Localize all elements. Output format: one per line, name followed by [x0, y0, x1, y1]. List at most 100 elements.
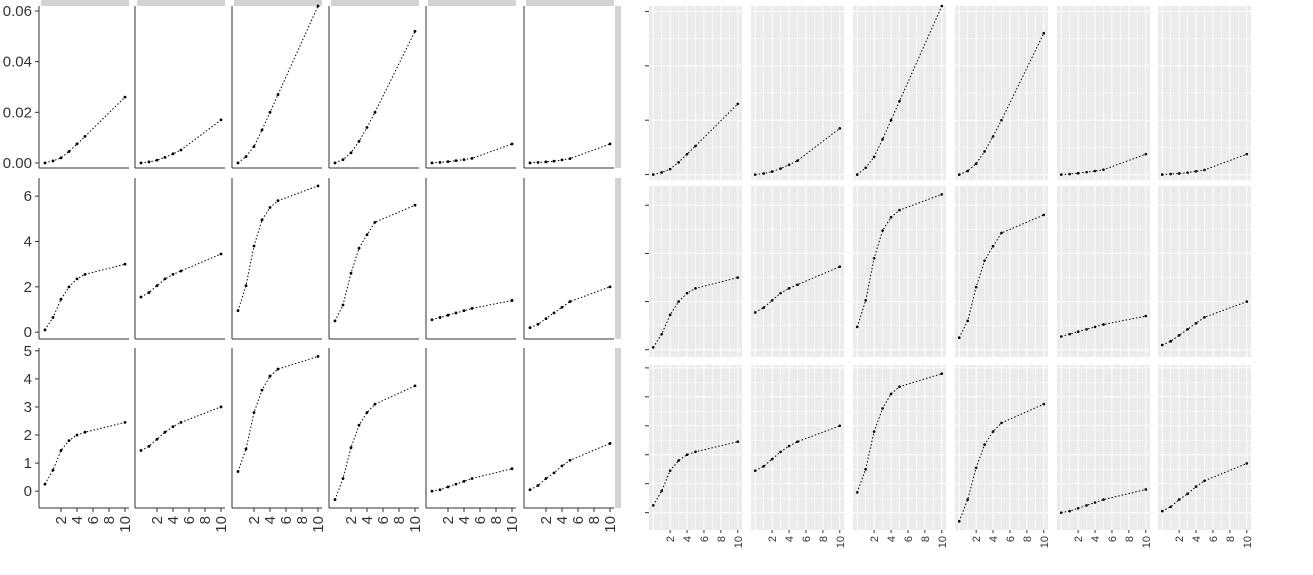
facet-strip-right-1 — [615, 6, 621, 168]
data-point-r3-c4-6 — [373, 402, 377, 406]
right-data-point-r3-c4-5 — [991, 430, 995, 433]
data-point-r2-c3-4 — [260, 218, 264, 222]
right-data-point-r2-c3-4 — [881, 229, 884, 232]
right-data-point-r2-c5-4 — [1085, 328, 1088, 331]
x-tick-label-c5-3: 6 — [472, 516, 489, 524]
right-data-point-r3-c4-2 — [966, 498, 969, 501]
data-point-r3-c5-6 — [470, 477, 474, 480]
right-data-point-r1-c5-5 — [1093, 169, 1097, 173]
data-point-r3-c4-1 — [333, 498, 337, 501]
data-point-r1-c4-6 — [373, 110, 377, 114]
data-point-r1-c3-2 — [244, 155, 248, 159]
data-point-r1-c6-3 — [544, 160, 548, 164]
data-point-r2-c5-7 — [510, 299, 514, 302]
data-point-r2-c5-4 — [454, 311, 458, 315]
right-data-point-r1-c6-7 — [1245, 152, 1249, 156]
series-line-r1-c4 — [334, 31, 416, 164]
data-point-r1-c3-4 — [260, 128, 264, 132]
x-tick-label-c4-3: 6 — [375, 516, 392, 524]
data-point-r2-c4-5 — [365, 233, 369, 237]
right-data-point-r1-c1-3 — [668, 167, 672, 171]
y-tick-label-row-1-4: 0.06 — [3, 3, 32, 20]
right-data-point-r1-c6-3 — [1177, 172, 1181, 175]
right-x-tick-label-c2-3: 6 — [801, 536, 813, 542]
right-data-point-r1-c1-5 — [685, 152, 689, 156]
data-point-r2-c6-7 — [608, 285, 612, 289]
right-data-point-r2-c2-6 — [796, 283, 799, 287]
x-tick-label-c5-4: 8 — [488, 516, 505, 524]
right-data-point-r1-c5-2 — [1068, 172, 1071, 176]
data-point-r1-c4-4 — [357, 140, 361, 143]
data-point-r3-c1-2 — [51, 468, 55, 472]
right-data-point-r2-c3-6 — [898, 208, 901, 212]
x-tick-label-c3-2: 4 — [262, 516, 279, 524]
right-x-tick-label-c3-2: 4 — [886, 536, 898, 542]
x-tick-label-c5-5: 10 — [504, 516, 521, 533]
right-data-point-r1-c5-4 — [1085, 170, 1088, 174]
data-point-r1-c3-5 — [268, 110, 272, 114]
right-data-point-r2-c4-4 — [983, 259, 986, 262]
right-data-point-r1-c3-4 — [881, 137, 884, 141]
right-data-point-r1-c1-7 — [736, 102, 740, 106]
data-point-r3-c6-5 — [560, 464, 564, 468]
right-data-point-r2-c4-2 — [966, 319, 969, 323]
data-point-r3-c6-3 — [544, 477, 548, 480]
x-tick-label-c4-1: 2 — [343, 516, 360, 524]
right-data-point-r3-c1-2 — [660, 489, 663, 493]
right-x-tick-label-c1-5: 10 — [733, 536, 745, 548]
x-tick-label-c6-1: 2 — [538, 516, 555, 524]
data-point-r2-c6-4 — [552, 311, 556, 315]
right-x-tick-label-c6-5: 10 — [1242, 536, 1254, 548]
data-point-r2-c5-6 — [470, 306, 474, 310]
y-tick-label-row-3-5: 4 — [24, 371, 32, 388]
right-data-point-r3-c1-3 — [668, 469, 672, 472]
data-point-r3-c4-7 — [413, 384, 417, 388]
right-x-tick-label-c2-4: 8 — [818, 536, 830, 542]
x-tick-label-c4-2: 4 — [359, 516, 376, 524]
data-point-r1-c1-5 — [75, 142, 79, 146]
right-data-point-r1-c3-3 — [872, 155, 876, 159]
right-data-point-r1-c5-3 — [1076, 171, 1080, 175]
data-point-r1-c5-4 — [454, 159, 458, 163]
facet-strip-top-5 — [428, 0, 516, 6]
x-tick-label-c1-5: 10 — [117, 516, 134, 533]
right-data-point-r1-c1-6 — [694, 144, 697, 148]
data-point-r1-c3-6 — [276, 93, 280, 96]
right-data-point-r2-c6-1 — [1160, 343, 1164, 347]
facet-strip-right-2 — [615, 178, 621, 339]
series-line-r3-c6 — [529, 442, 611, 491]
y-tick-label-row-3-4: 3 — [24, 399, 32, 416]
right-data-point-r2-c3-3 — [872, 256, 876, 260]
y-tick-label-row-2-3: 4 — [24, 233, 32, 250]
right-data-point-r1-c2-7 — [838, 127, 842, 130]
data-point-r3-c3-1 — [236, 470, 240, 473]
right-data-point-r3-c3-3 — [872, 430, 876, 433]
x-tick-label-c3-5: 10 — [310, 516, 327, 533]
right-data-point-r3-c1-6 — [694, 450, 697, 454]
x-tick-label-c1-1: 2 — [53, 516, 70, 524]
facet-strip-top-4 — [331, 0, 419, 6]
data-point-r3-c4-3 — [349, 446, 353, 450]
data-point-r2-c4-1 — [333, 319, 337, 323]
right-data-point-r3-c4-6 — [1000, 421, 1003, 425]
right-data-point-r2-c6-4 — [1186, 328, 1189, 331]
right-data-point-r3-c6-4 — [1186, 492, 1189, 496]
data-point-r2-c6-3 — [544, 317, 548, 320]
right-x-tick-label-c4-1: 2 — [971, 536, 983, 542]
y-tick-label-row-3-6: 5 — [24, 343, 32, 360]
data-point-r3-c2-3 — [155, 437, 159, 441]
right-data-point-r2-c1-4 — [677, 300, 680, 303]
data-point-r2-c3-3 — [252, 244, 256, 248]
right-data-point-r1-c4-4 — [983, 150, 986, 153]
right-data-point-r2-c4-3 — [974, 285, 978, 289]
series-line-r3-c3 — [237, 355, 319, 472]
right-x-tick-label-c1-4: 8 — [716, 536, 728, 542]
data-point-r2-c1-1 — [43, 328, 47, 332]
series-line-r1-c2 — [140, 119, 222, 164]
data-point-r3-c6-7 — [608, 442, 612, 445]
x-tick-label-c1-2: 4 — [69, 516, 86, 524]
data-point-r2-c4-6 — [373, 220, 377, 224]
facet-strip-top-2 — [137, 0, 225, 6]
right-data-point-r3-c2-1 — [753, 469, 757, 472]
right-data-point-r2-c1-5 — [685, 291, 689, 295]
